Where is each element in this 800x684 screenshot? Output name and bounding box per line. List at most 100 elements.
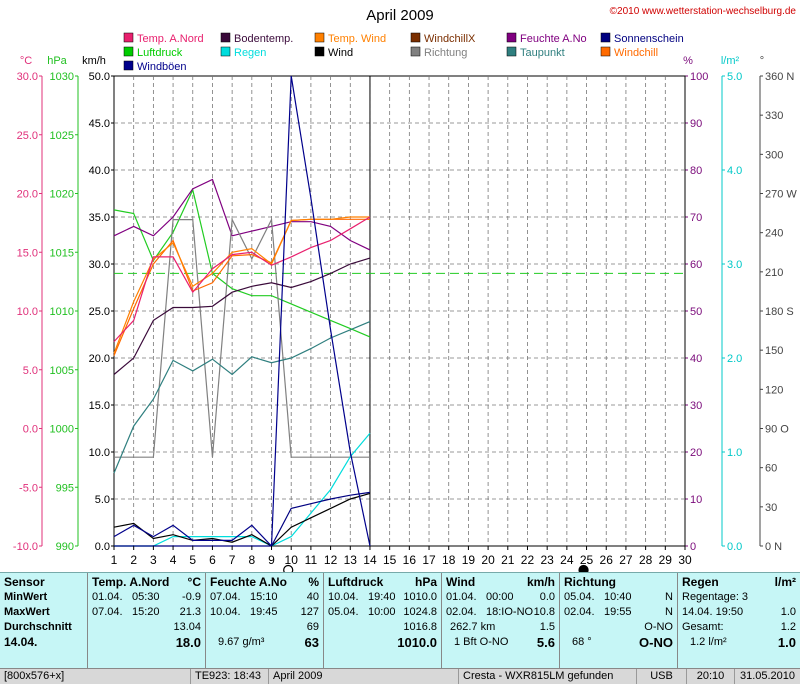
series-line — [114, 432, 371, 547]
luftdruck-min-time: 19:40 — [368, 591, 396, 603]
richtung-min-date: 05.04. — [564, 591, 595, 603]
wind-min-date: 01.04. — [446, 591, 477, 603]
legend-label: Regen — [234, 47, 266, 59]
axis-tick-label: 10 — [690, 494, 702, 506]
x-tick-label: 19 — [462, 553, 476, 567]
temp-title: Temp. A.Nord — [92, 575, 170, 589]
legend-label: Sonnenschein — [614, 33, 684, 45]
axis-units: °C hPa km/h% l/m² ° — [20, 55, 764, 67]
legend-swatch — [314, 32, 325, 43]
x-tick-label: 26 — [600, 553, 614, 567]
status-station: TE923: 18:43 — [190, 669, 268, 684]
axis-tick-label: 0.0 — [95, 541, 110, 553]
axis-tick-label: 1005 — [50, 365, 74, 377]
axis-tick-label: 2.0 — [727, 353, 742, 365]
sensor-column: Sensor MinWert MaxWert Durchschnitt 14.0… — [0, 573, 88, 669]
legend-label: Temp. Wind — [328, 33, 386, 45]
x-tick-label: 9 — [268, 553, 275, 567]
luftdruck-column: Luftdruck hPa 10.04. 19:40 1010.0 05.04. 10:… — [324, 573, 442, 669]
status-date: 31.05.2010 — [734, 669, 800, 684]
copyright: ©2010 www.wetterstation-wechselburg.de — [610, 6, 797, 17]
luftdruck-max-date: 05.04. — [328, 606, 359, 618]
series-line — [113, 321, 371, 474]
status-bar: [800x576+x] TE923: 18:43 April 2009 Cres… — [0, 668, 800, 684]
x-tick-label: 20 — [481, 553, 495, 567]
feuchte-max-date: 10.04. — [210, 606, 241, 618]
axis-tick-label: 10.0 — [17, 306, 38, 318]
axis-tick-label: 0 N — [765, 541, 782, 553]
richtung-min-value: N — [665, 591, 673, 603]
x-tick-label: 23 — [540, 553, 554, 567]
status-usb: USB — [636, 669, 686, 684]
richtung-column: Richtung 05.04. 10:40 N 02.04. 19:55 N O-NO … — [560, 573, 678, 669]
regen-column: Regen l/m² Regentage: 3 14.04. 19:50 1.0 G… — [678, 573, 800, 669]
feuchte-current-value: 63 — [304, 635, 319, 650]
x-tick-label: 5 — [189, 553, 196, 567]
axis-tick-label: 360 N — [765, 71, 794, 83]
legend-swatch — [314, 46, 325, 57]
wind-current-value: 5.6 — [536, 635, 555, 650]
x-tick-label: 3 — [150, 553, 157, 567]
wind-max-value: 10.8 — [533, 606, 555, 618]
luftdruck-max-time: 10:00 — [368, 606, 396, 618]
x-tick-label: 12 — [324, 553, 338, 567]
temp-max-value: 21.3 — [179, 606, 201, 618]
feuchte-unit: % — [308, 575, 319, 589]
legend-label: Windchill — [614, 47, 658, 59]
x-tick-label: 18 — [442, 553, 456, 567]
wind-column: Wind km/h 01.04. 00:00 0.0 02.04. 18:IO-NO 10… — [442, 573, 560, 669]
legend-label: Bodentemp. — [234, 33, 293, 45]
legend-swatch — [506, 32, 517, 43]
axis-tick-label: 990 — [56, 541, 74, 553]
feuchte-min-value: 40 — [306, 591, 319, 603]
axis-tick-label: 4.0 — [727, 165, 742, 177]
statistics-panel: Sensor MinWert MaxWert Durchschnitt 14.0… — [0, 572, 800, 669]
chart-legend: Temp. A.Nord Bodentemp. Temp. Wind Windchil… — [123, 32, 684, 73]
axis-tick-label: 30 — [690, 400, 702, 412]
x-tick-label: 11 — [305, 553, 318, 567]
x-tick-label: 21 — [501, 553, 515, 567]
x-tick-label: 30 — [678, 553, 692, 567]
legend-swatch — [123, 32, 134, 43]
axis-tick-label: 30 — [765, 502, 777, 514]
legend-swatch — [600, 46, 611, 57]
regen-max-value: 1.0 — [780, 606, 796, 618]
axis-tick-label: 5.0 — [727, 71, 742, 83]
legend-swatch — [220, 46, 231, 57]
axis-tick-label: 10.0 — [89, 447, 110, 459]
chart-title: April 2009 — [366, 7, 434, 24]
x-tick-label: 14 — [363, 553, 377, 567]
axis-unit-label: l/m² — [721, 55, 740, 67]
axis-tick-label: 1000 — [50, 424, 74, 436]
axis-tick-label: 1030 — [50, 71, 74, 83]
legend-swatch — [410, 46, 421, 57]
axis-unit-label: hPa — [47, 55, 67, 67]
sensor-min-label: MinWert — [4, 591, 48, 603]
temp-max-date: 07.04. — [92, 606, 123, 618]
legend-label: Temp. A.Nord — [137, 33, 204, 45]
axis-tick-label: 80 — [690, 165, 702, 177]
axis-tick-label: 45.0 — [89, 118, 110, 130]
axis-tick-label: 0 — [690, 541, 696, 553]
x-tick-label: 22 — [521, 553, 535, 567]
richtung-max-value: N — [665, 606, 673, 618]
regen-unit: l/m² — [774, 575, 796, 589]
series-line — [113, 492, 371, 547]
axis-tick-label: 70 — [690, 212, 702, 224]
luftdruck-current-value: 1010.0 — [397, 635, 437, 650]
axis-tick-label: 1025 — [50, 130, 74, 142]
axis-tick-label: 40.0 — [89, 165, 110, 177]
x-tick-label: 28 — [639, 553, 653, 567]
axis-tick-label: 35.0 — [89, 212, 110, 224]
wind-title: Wind — [446, 575, 476, 589]
axis-tick-label: 1010 — [50, 306, 74, 318]
feuchte-avg-value: 69 — [306, 621, 319, 633]
wind-distance: 262.7 km — [450, 621, 496, 633]
feuchte-column: Feuchte A.No% 07.04. 15:10 40 10.04. 19:45 1… — [206, 573, 324, 669]
axis-tick-label: 240 — [765, 228, 783, 240]
series-line — [114, 491, 371, 547]
feuchte-max-time: 19:45 — [250, 606, 278, 618]
axis-tick-label: 25.0 — [17, 130, 38, 142]
chart-series — [113, 75, 371, 548]
legend-swatch — [220, 32, 231, 43]
